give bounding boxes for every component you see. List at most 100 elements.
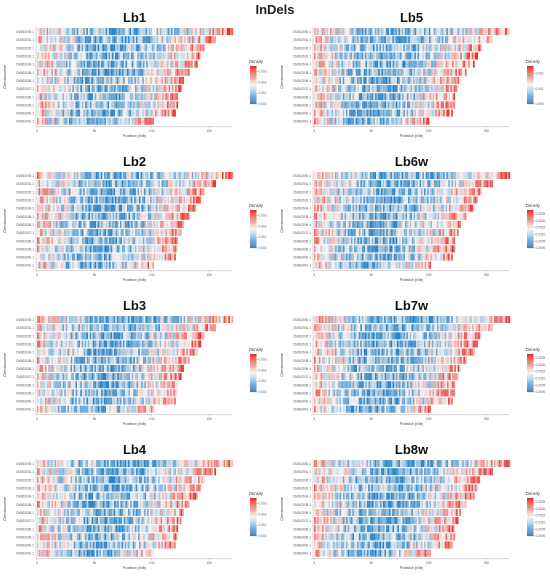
y-tick-label: CM002036.1	[293, 79, 311, 83]
density-cell	[439, 229, 441, 236]
density-cell	[332, 205, 334, 212]
density-cell	[430, 213, 432, 220]
density-cell	[437, 93, 439, 100]
density-cell	[118, 254, 120, 261]
density-cell	[147, 172, 149, 179]
density-cell	[417, 229, 419, 236]
density-cell	[454, 52, 456, 59]
density-cell	[43, 180, 45, 187]
density-cell	[195, 44, 197, 51]
density-cell	[149, 262, 151, 269]
density-cell	[135, 101, 137, 108]
legend-gradient-step	[527, 83, 534, 84]
density-cell	[137, 229, 139, 236]
density-cell	[80, 28, 82, 35]
density-cell	[384, 254, 386, 261]
density-cell	[328, 69, 330, 76]
density-cell	[50, 69, 52, 76]
density-cell	[185, 44, 187, 51]
density-cell	[459, 28, 461, 35]
density-cell	[100, 101, 102, 108]
density-cell	[98, 188, 100, 195]
chromosome-row	[314, 196, 478, 203]
density-cell	[53, 229, 55, 236]
density-cell	[61, 36, 63, 43]
density-cell	[124, 69, 126, 76]
density-cell	[63, 28, 65, 35]
density-cell	[363, 254, 365, 261]
chromosome-row	[37, 44, 205, 51]
density-cell	[327, 52, 329, 59]
density-cell	[115, 28, 117, 35]
density-cell	[386, 85, 388, 92]
density-cell	[472, 196, 474, 203]
density-cell	[439, 69, 441, 76]
density-cell	[459, 213, 461, 220]
density-cell	[136, 254, 138, 261]
density-cell	[196, 28, 198, 35]
density-cell	[101, 172, 103, 179]
density-cell	[40, 85, 42, 92]
density-cell	[375, 205, 377, 212]
density-cell	[133, 44, 135, 51]
density-cell	[319, 93, 321, 100]
density-cell	[445, 180, 447, 187]
density-cell	[409, 213, 411, 220]
density-cell	[74, 213, 76, 220]
density-cell	[114, 69, 116, 76]
density-cell	[439, 237, 441, 244]
density-cell	[198, 36, 200, 43]
density-cell	[197, 180, 199, 187]
density-cell	[428, 85, 430, 92]
density-cell	[195, 28, 197, 35]
density-cell	[464, 180, 466, 187]
density-cell	[79, 229, 81, 236]
density-cell	[128, 44, 130, 51]
density-cell	[319, 245, 321, 252]
density-cell	[387, 180, 389, 187]
density-cell	[96, 44, 98, 51]
density-cell	[433, 93, 435, 100]
density-cell	[453, 237, 455, 244]
density-cell	[48, 44, 50, 51]
density-cell	[117, 237, 119, 244]
density-cell	[87, 85, 89, 92]
density-cell	[328, 245, 330, 252]
density-cell	[404, 93, 406, 100]
chromosome-row	[314, 36, 493, 43]
density-cell	[418, 44, 420, 51]
density-cell	[173, 245, 175, 252]
density-cell	[127, 69, 129, 76]
density-cell	[354, 61, 356, 68]
density-cell	[58, 44, 60, 51]
density-cell	[108, 93, 110, 100]
density-cell	[37, 85, 39, 92]
density-cell	[148, 205, 150, 212]
density-cell	[470, 52, 472, 59]
density-cell	[450, 44, 452, 51]
density-cell	[83, 28, 85, 35]
y-tick-label: CM002037.1	[16, 231, 34, 235]
density-cell	[166, 188, 168, 195]
density-cell	[324, 61, 326, 68]
density-cell	[165, 69, 167, 76]
density-cell	[45, 188, 47, 195]
density-cell	[410, 77, 412, 84]
density-cell	[110, 172, 112, 179]
density-cell	[371, 254, 373, 261]
density-cell	[76, 61, 78, 68]
density-cell	[409, 101, 411, 108]
density-cell	[463, 205, 465, 212]
density-cell	[344, 110, 346, 117]
density-cell	[143, 245, 145, 252]
density-cell	[175, 205, 177, 212]
density-cell	[43, 118, 45, 125]
density-cell	[356, 262, 358, 269]
density-cell	[413, 245, 415, 252]
legend-gradient-step	[250, 211, 257, 212]
density-cell	[453, 172, 455, 179]
density-cell	[426, 101, 428, 108]
density-cell	[168, 254, 170, 261]
density-cell	[391, 221, 393, 228]
y-tick-label: CM002039.1	[16, 247, 34, 251]
